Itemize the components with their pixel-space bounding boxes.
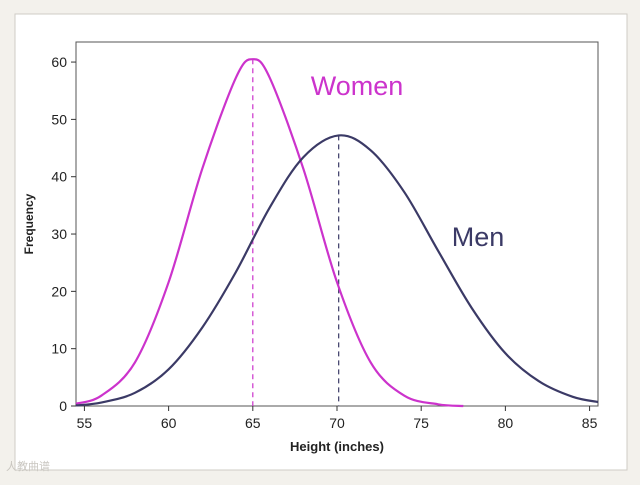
x-tick-label: 70 bbox=[329, 415, 345, 431]
men-curve bbox=[75, 134, 599, 407]
y-tick-label: 0 bbox=[59, 398, 67, 414]
women-curve bbox=[75, 58, 464, 408]
y-tick-label: 50 bbox=[51, 111, 67, 127]
x-tick-label: 75 bbox=[413, 415, 429, 431]
x-tick-label: 85 bbox=[582, 415, 598, 431]
men-series-label: Men bbox=[452, 222, 505, 252]
x-tick-label: 65 bbox=[245, 415, 261, 431]
x-tick-label: 80 bbox=[498, 415, 514, 431]
women-series-label: Women bbox=[311, 71, 404, 101]
y-axis-label: Frequency bbox=[22, 193, 36, 254]
y-tick-label: 60 bbox=[51, 54, 67, 70]
plot-area bbox=[75, 41, 599, 407]
watermark-text: 人教曲谱 bbox=[6, 460, 50, 473]
y-tick-label: 10 bbox=[51, 341, 67, 357]
x-tick-label: 55 bbox=[77, 415, 93, 431]
y-tick-label: 30 bbox=[51, 226, 67, 242]
y-tick-label: 20 bbox=[51, 283, 67, 299]
x-axis-label: Height (inches) bbox=[290, 439, 384, 454]
y-tick-label: 40 bbox=[51, 169, 67, 185]
x-tick-label: 60 bbox=[161, 415, 177, 431]
